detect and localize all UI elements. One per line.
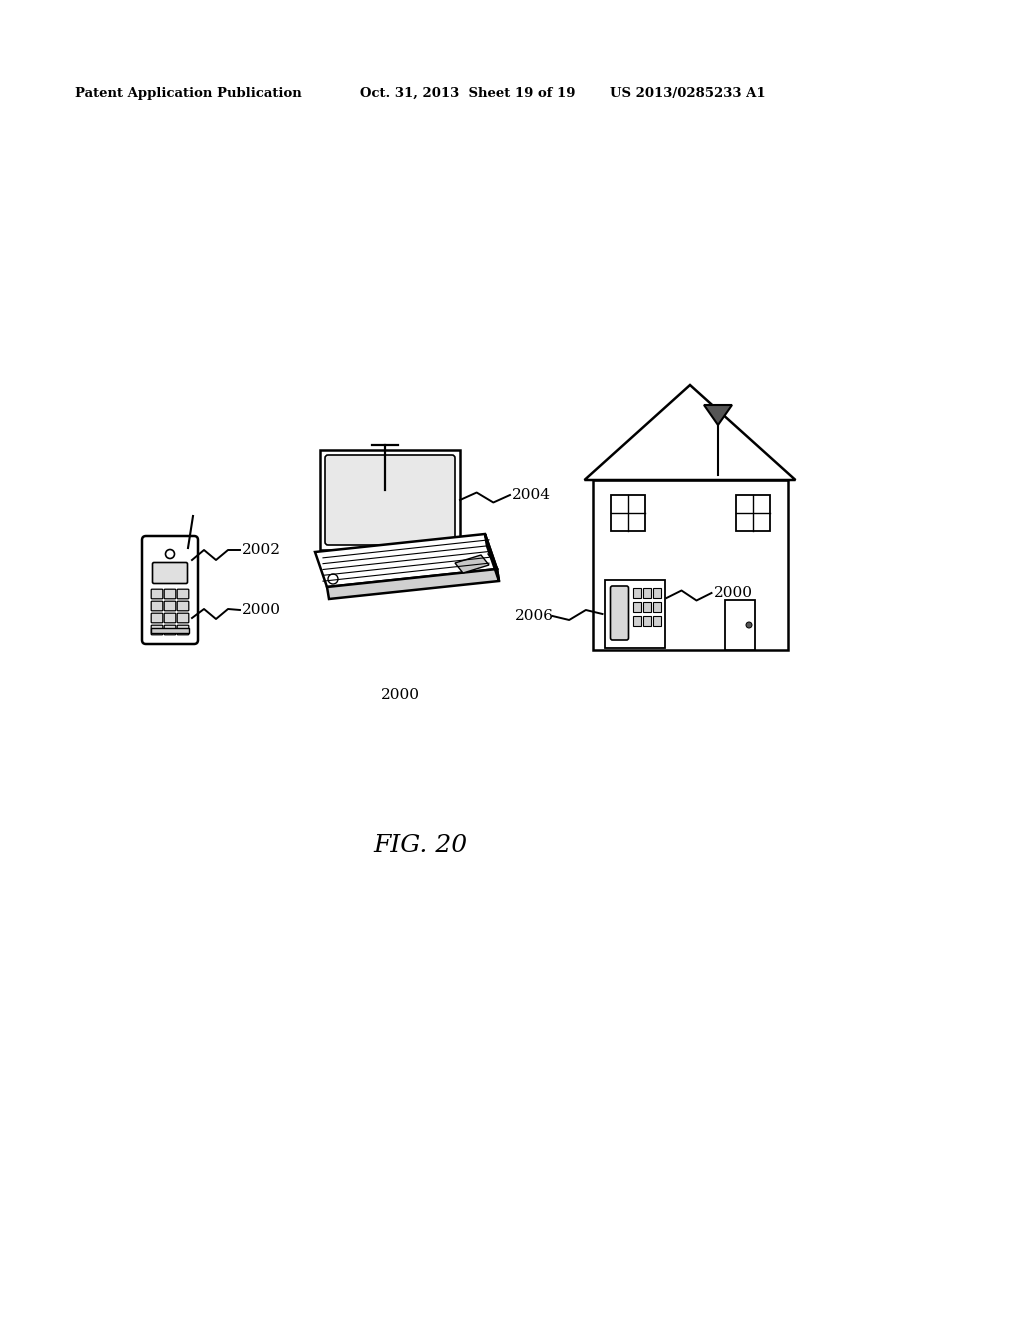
FancyBboxPatch shape — [177, 589, 188, 599]
Circle shape — [746, 622, 752, 628]
Polygon shape — [327, 569, 499, 599]
Bar — [652, 587, 660, 598]
Polygon shape — [455, 554, 489, 573]
Bar — [610, 495, 644, 531]
FancyBboxPatch shape — [142, 536, 198, 644]
FancyBboxPatch shape — [152, 589, 163, 599]
Bar — [642, 602, 650, 612]
FancyBboxPatch shape — [152, 614, 163, 623]
FancyBboxPatch shape — [152, 626, 163, 635]
FancyBboxPatch shape — [177, 614, 188, 623]
Polygon shape — [585, 385, 796, 480]
FancyBboxPatch shape — [153, 562, 187, 583]
Bar — [652, 602, 660, 612]
Text: Patent Application Publication: Patent Application Publication — [75, 87, 302, 99]
Bar — [642, 616, 650, 626]
Text: 2000: 2000 — [242, 603, 281, 616]
FancyBboxPatch shape — [177, 626, 188, 635]
Text: FIG. 20: FIG. 20 — [373, 833, 467, 857]
Bar — [151, 628, 189, 634]
Polygon shape — [705, 405, 732, 425]
Bar — [642, 587, 650, 598]
Bar — [725, 601, 755, 649]
Text: 2006: 2006 — [514, 609, 554, 623]
FancyBboxPatch shape — [164, 589, 176, 599]
FancyBboxPatch shape — [610, 586, 629, 640]
Bar — [604, 579, 665, 648]
Bar — [735, 495, 769, 531]
Bar — [593, 480, 787, 649]
Text: 2000: 2000 — [714, 586, 753, 601]
FancyBboxPatch shape — [164, 626, 176, 635]
Text: US 2013/0285233 A1: US 2013/0285233 A1 — [610, 87, 766, 99]
FancyBboxPatch shape — [164, 614, 176, 623]
FancyBboxPatch shape — [177, 601, 188, 611]
Text: Oct. 31, 2013  Sheet 19 of 19: Oct. 31, 2013 Sheet 19 of 19 — [360, 87, 575, 99]
Bar — [633, 602, 640, 612]
Polygon shape — [315, 535, 497, 587]
Bar — [652, 616, 660, 626]
FancyBboxPatch shape — [152, 601, 163, 611]
FancyBboxPatch shape — [325, 455, 455, 545]
Text: 2002: 2002 — [242, 543, 281, 557]
Bar — [633, 587, 640, 598]
FancyBboxPatch shape — [164, 601, 176, 611]
Text: 2004: 2004 — [512, 488, 551, 502]
Bar — [319, 450, 460, 550]
Polygon shape — [485, 535, 499, 581]
Text: 2000: 2000 — [381, 688, 420, 702]
Bar — [633, 616, 640, 626]
